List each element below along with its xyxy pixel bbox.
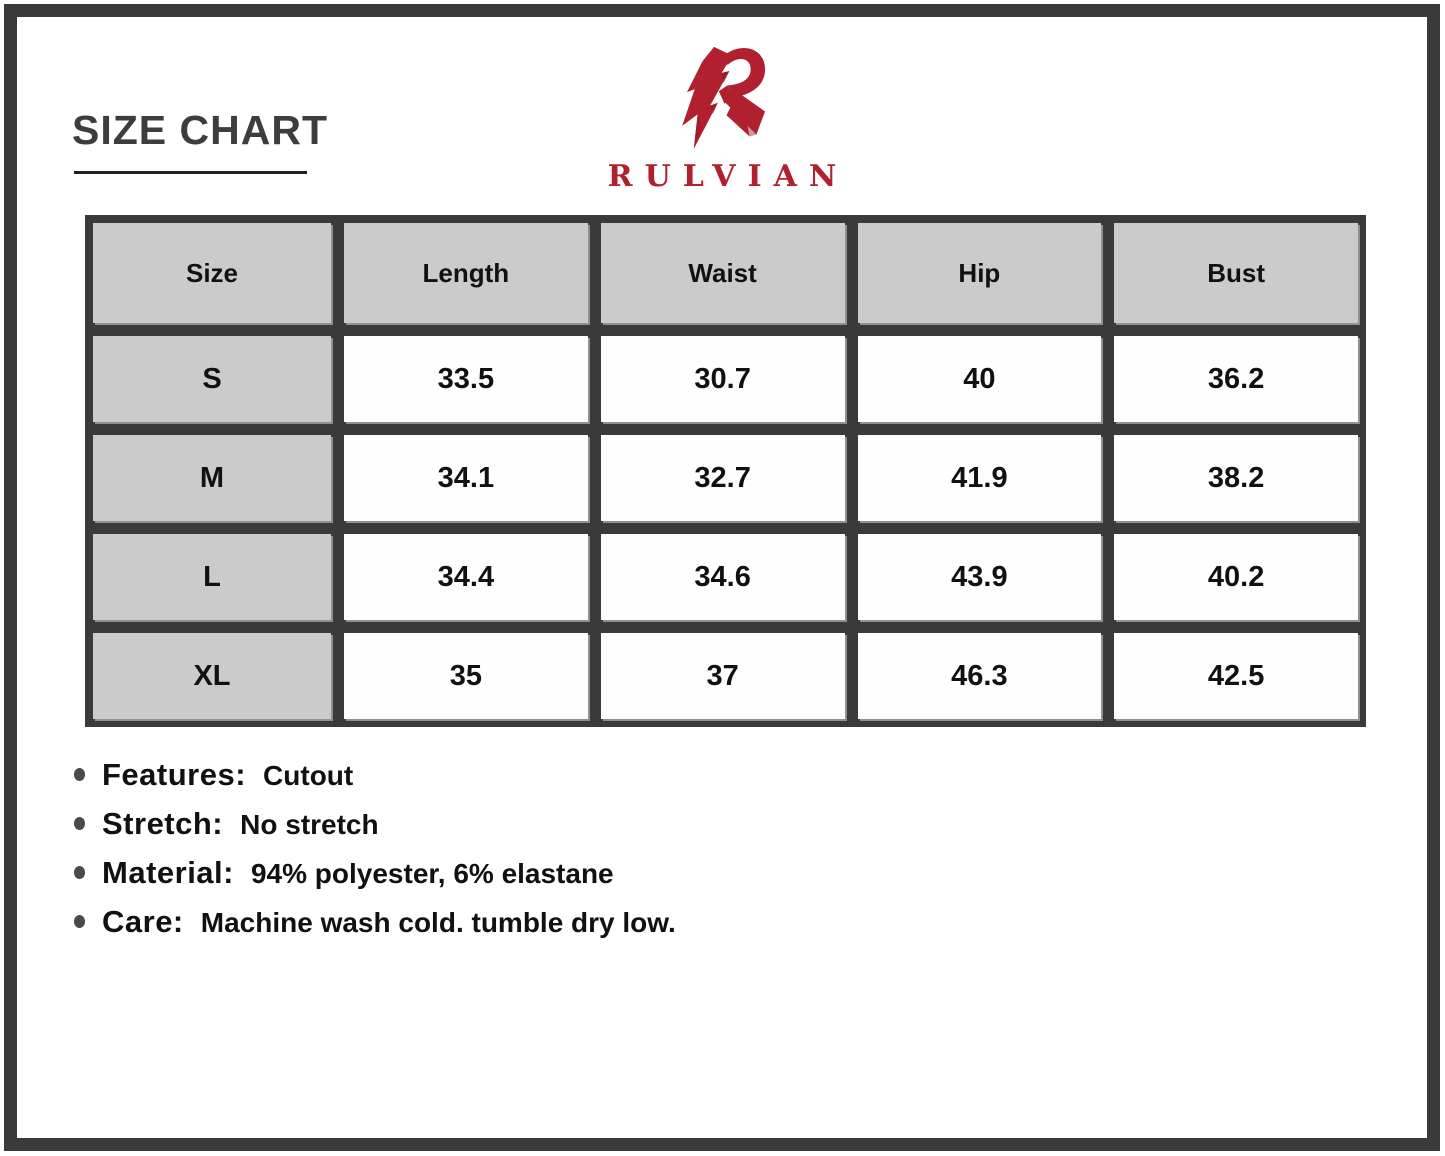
- measurement-value: 35: [344, 633, 588, 719]
- row-size-label: XL: [93, 633, 331, 719]
- column-header: Size: [93, 223, 331, 323]
- measurement-value: 34.6: [600, 534, 845, 620]
- column-header: Waist: [600, 223, 845, 323]
- detail-value: Cutout: [263, 760, 354, 791]
- measurement-value: 36.2: [1114, 336, 1358, 422]
- measurement-value: 30.7: [600, 336, 845, 422]
- brand-r-logo-icon: [682, 46, 766, 150]
- measurement-value: 40: [857, 336, 1102, 422]
- bullet-dot-icon: [74, 914, 85, 928]
- detail-item: Stretch: No stretch: [74, 806, 676, 841]
- detail-label: Stretch:: [102, 806, 224, 841]
- column-header: Length: [344, 223, 588, 323]
- detail-item: Care: Machine wash cold. tumble dry low.: [74, 904, 676, 939]
- measurement-value: 41.9: [857, 435, 1102, 521]
- page-frame: SIZE CHART RULVIAN Size Lengt: [4, 4, 1440, 1151]
- bullet-dot-icon: [74, 767, 85, 781]
- measurement-value: 37: [600, 633, 845, 719]
- detail-value: 94% polyester, 6% elastane: [250, 858, 614, 889]
- title-block: SIZE CHART: [72, 107, 328, 174]
- measurement-value: 34.1: [344, 435, 588, 521]
- page-title: SIZE CHART: [72, 107, 328, 153]
- measurement-value: 43.9: [857, 534, 1102, 620]
- row-size-label: L: [93, 534, 331, 620]
- title-underline: [74, 171, 307, 174]
- row-size-label: M: [93, 435, 331, 521]
- bullet-dot-icon: [74, 865, 85, 879]
- measurement-value: 42.5: [1114, 633, 1358, 719]
- measurement-value: 46.3: [857, 633, 1102, 719]
- measurement-value: 34.4: [344, 534, 588, 620]
- measurement-value: 38.2: [1114, 435, 1358, 521]
- detail-label: Features:: [102, 757, 247, 792]
- row-size-label: S: [93, 336, 331, 422]
- brand-name: RULVIAN: [607, 159, 849, 194]
- measurement-value: 40.2: [1114, 534, 1358, 620]
- detail-item: Material: 94% polyester, 6% elastane: [74, 855, 676, 890]
- measurement-value: 33.5: [344, 336, 588, 422]
- detail-value: No stretch: [240, 809, 379, 840]
- detail-item: Features: Cutout: [74, 757, 676, 792]
- size-table: Size Length Waist Hip Bust S 33.5 30.7 40 36.2 M 34…: [85, 215, 1366, 727]
- column-header: Bust: [1114, 223, 1358, 323]
- brand-block: RULVIAN: [596, 39, 849, 194]
- detail-label: Material:: [102, 855, 234, 890]
- column-header: Hip: [857, 223, 1102, 323]
- details-list: Features: Cutout Stretch: No stretch Materia…: [74, 757, 676, 953]
- detail-value: Machine wash cold. tumble dry low.: [200, 907, 676, 938]
- detail-label: Care:: [102, 904, 184, 939]
- bullet-dot-icon: [74, 816, 85, 830]
- measurement-value: 32.7: [600, 435, 845, 521]
